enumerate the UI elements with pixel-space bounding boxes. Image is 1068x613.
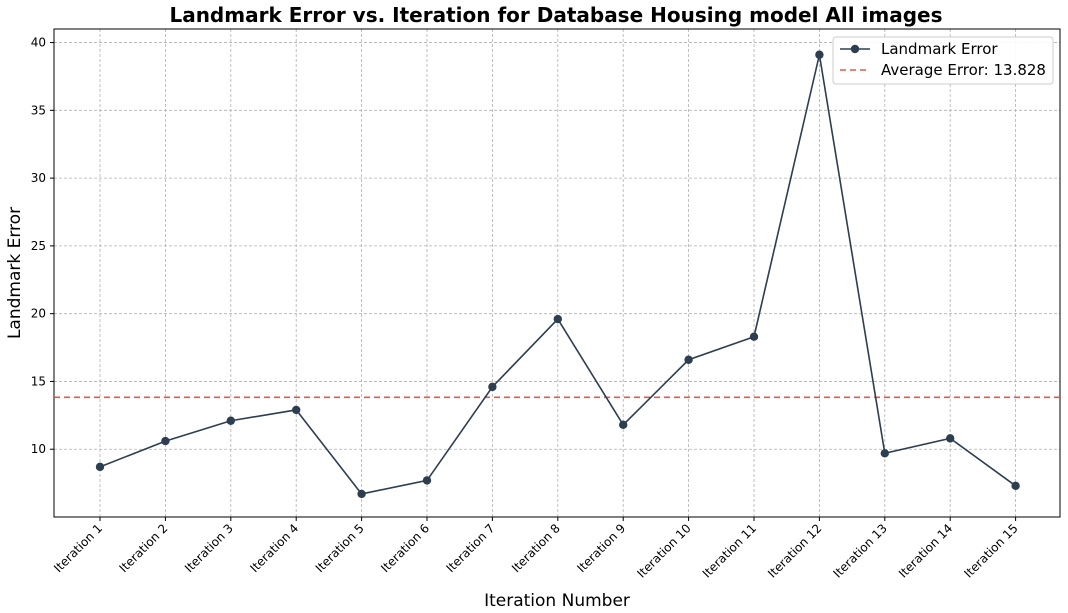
y-tick-label: 20 (31, 307, 46, 321)
series-group (95, 50, 1020, 499)
y-tick-label: 10 (31, 442, 46, 456)
data-point (684, 355, 693, 364)
chart-title: Landmark Error vs. Iteration for Databas… (169, 3, 942, 27)
y-axis-label: Landmark Error (5, 207, 25, 339)
y-tick-label: 30 (31, 171, 46, 185)
data-point (488, 382, 497, 392)
x-tick-label: Iteration 4 (247, 521, 301, 575)
data-point (422, 476, 432, 485)
legend-series-marker (850, 44, 860, 54)
x-tick-label: Iteration 11 (700, 521, 759, 580)
data-point (880, 449, 889, 458)
x-axis: Iteration 1 Iteration 2 Iteration 3 Iterati… (51, 517, 1021, 581)
x-tick-label: Iteration 8 (509, 521, 563, 575)
y-tick-label: 15 (31, 374, 46, 388)
y-tick-label: 35 (31, 103, 46, 117)
data-point (815, 50, 824, 59)
x-tick-label: Iteration 13 (831, 521, 890, 580)
data-point (619, 420, 628, 430)
data-point (749, 332, 759, 341)
y-tick-label: 40 (31, 36, 46, 50)
data-point (292, 405, 301, 415)
x-tick-label: Iteration 2 (117, 521, 171, 575)
x-tick-label: Iteration 5 (313, 521, 367, 575)
legend-average-label: Average Error: 13.828 (881, 61, 1046, 79)
data-point (226, 416, 235, 425)
y-axis: 10 15 20 25 30 35 40 (31, 36, 54, 456)
x-tick-label: Iteration 10 (634, 521, 693, 580)
data-point (946, 434, 955, 443)
legend-series-label: Landmark Error (881, 40, 998, 58)
data-point (357, 489, 366, 499)
y-tick-label: 25 (31, 239, 46, 253)
grid (54, 29, 1060, 517)
x-tick-label: Iteration 1 (51, 521, 105, 575)
data-point (95, 462, 105, 472)
x-axis-label: Iteration Number (484, 591, 630, 611)
x-tick-label: Iteration 14 (896, 521, 955, 580)
data-point (1011, 481, 1020, 491)
x-tick-label: Iteration 3 (182, 521, 236, 575)
data-point (553, 314, 562, 324)
x-tick-label: Iteration 15 (961, 521, 1020, 580)
plot-frame (53, 28, 1061, 518)
x-tick-label: Iteration 6 (378, 521, 432, 575)
x-tick-label: Iteration 9 (574, 521, 628, 575)
data-point (161, 436, 170, 446)
legend: Landmark Error Average Error: 13.828 (832, 36, 1054, 85)
legend-box (832, 36, 1054, 85)
x-tick-label: Iteration 12 (765, 521, 824, 580)
x-tick-label: Iteration 7 (444, 521, 498, 575)
